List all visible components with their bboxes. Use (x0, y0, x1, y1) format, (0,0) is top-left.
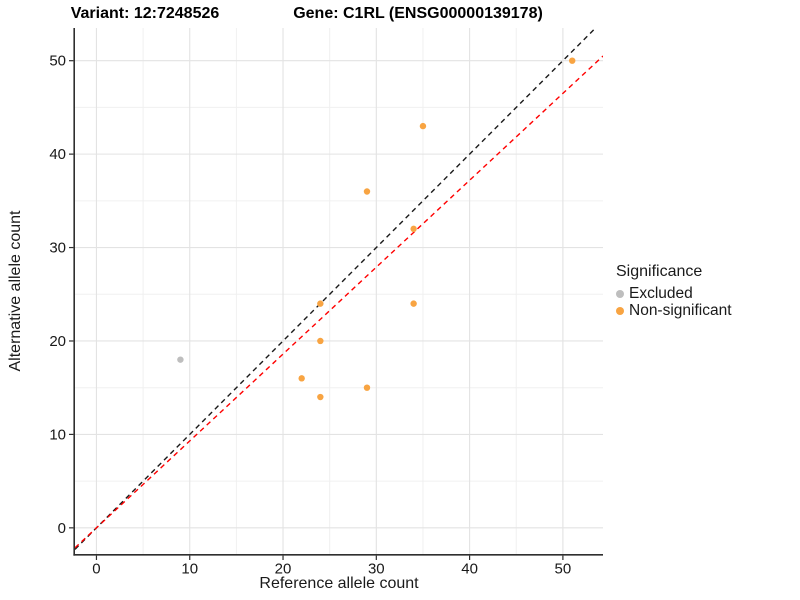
x-tick-label: 40 (461, 561, 478, 578)
legend: Significance Excluded Non-significant (616, 263, 732, 319)
variant-title: Variant: 12:7248526 (70, 5, 220, 22)
fit-line (75, 55, 603, 549)
y-tick-label: 40 (49, 146, 66, 163)
x-axis-title: Reference allele count (259, 575, 419, 592)
data-point-non-significant (569, 57, 576, 64)
identity-line (75, 28, 597, 550)
x-tick-label: 10 (181, 561, 198, 578)
legend-item-excluded: Excluded (616, 285, 732, 302)
gene-title: Gene: C1RL (ENSG00000139178) (293, 5, 543, 22)
data-point-non-significant (363, 188, 371, 195)
excluded-swatch-icon (616, 289, 624, 298)
data-point-non-significant (298, 375, 305, 382)
plot-panel: 0 10 20 30 40 50 0 10 20 30 40 50 (49, 28, 603, 578)
data-point-non-significant (419, 122, 427, 130)
y-tick-label: 50 (49, 53, 66, 70)
legend-item-label: Excluded (629, 284, 693, 302)
legend-item-label: Non-significant (629, 301, 732, 319)
x-tick-label: 50 (555, 561, 572, 578)
legend-item-non-significant: Non-significant (616, 302, 732, 319)
data-point-non-significant (317, 393, 324, 401)
y-axis-title: Alternative allele count (7, 210, 24, 372)
data-point-non-significant (410, 225, 417, 233)
data-point-non-significant (317, 337, 324, 345)
legend-title: Significance (616, 263, 703, 280)
data-point-non-significant (317, 300, 324, 307)
panel-background (75, 28, 603, 554)
x-tick-label: 30 (368, 561, 385, 578)
data-point-non-significant (363, 384, 371, 391)
data-point-excluded (177, 356, 184, 363)
data-point-non-significant (410, 300, 417, 307)
y-tick-label: 20 (49, 333, 66, 350)
y-tick-label: 10 (49, 426, 66, 443)
y-tick-label: 0 (58, 520, 66, 537)
non-significant-swatch-icon (616, 306, 624, 315)
x-tick-label: 20 (275, 561, 292, 578)
y-tick-label: 30 (49, 240, 66, 257)
x-tick-label: 0 (92, 561, 100, 578)
